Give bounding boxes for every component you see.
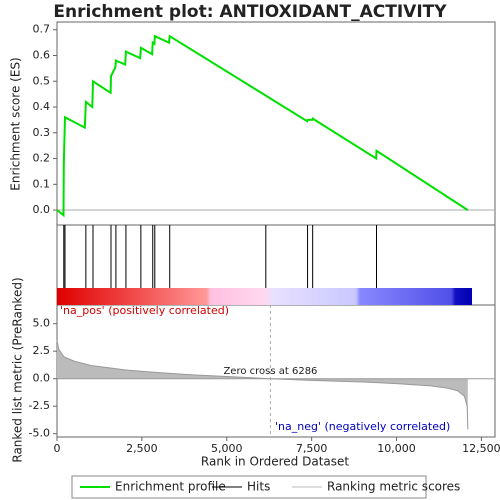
y-tick-label: 0.4 <box>33 100 51 113</box>
metric-axis-title: Ranked list metric (PreRanked) <box>11 277 25 462</box>
rank-color-band <box>57 288 472 305</box>
legend-label: Ranking metric scores <box>327 480 460 494</box>
x-axis-title: Rank in Ordered Dataset <box>201 455 349 469</box>
metric-y-tick-label: 5.0 <box>33 317 51 330</box>
y-tick-label: 0.5 <box>33 74 51 87</box>
y-tick-label: 0.6 <box>33 48 51 61</box>
zero-cross-label: Zero cross at 6286 <box>223 366 317 377</box>
x-tick-label: 12,500 <box>462 442 500 455</box>
y-tick-label: 0.3 <box>33 126 51 139</box>
x-tick-label: 5,000 <box>211 442 243 455</box>
x-tick-label: 10,000 <box>377 442 416 455</box>
y-tick-label: 0.0 <box>33 203 51 216</box>
y-axis-title: Enrichment score (ES) <box>9 57 23 190</box>
chart-title: Enrichment plot: ANTIOXIDANT_ACTIVITY <box>53 2 447 22</box>
metric-y-tick-label: -5.0 <box>29 427 50 440</box>
pos-label: 'na_pos' (positively correlated) <box>60 304 229 317</box>
y-tick-label: 0.1 <box>33 177 51 190</box>
legend-label: Hits <box>247 480 270 494</box>
neg-label: 'na_neg' (negatively correlated) <box>275 420 450 433</box>
metric-y-tick-label: 0.0 <box>33 372 51 385</box>
metric-line <box>56 340 469 430</box>
plot-frame <box>56 21 496 438</box>
metric-y-tick-label: -2.5 <box>29 399 50 412</box>
y-tick-label: 0.7 <box>33 23 51 36</box>
y-tick-label: 0.2 <box>33 152 51 165</box>
legend-label: Enrichment profile <box>115 480 226 494</box>
x-tick-label: 0 <box>54 442 61 455</box>
enrichment-profile <box>56 34 469 218</box>
x-tick-label: 2,500 <box>126 442 158 455</box>
x-tick-label: 7,500 <box>296 442 328 455</box>
legend-box <box>71 475 427 499</box>
metric-y-tick-label: 2.5 <box>33 344 51 357</box>
